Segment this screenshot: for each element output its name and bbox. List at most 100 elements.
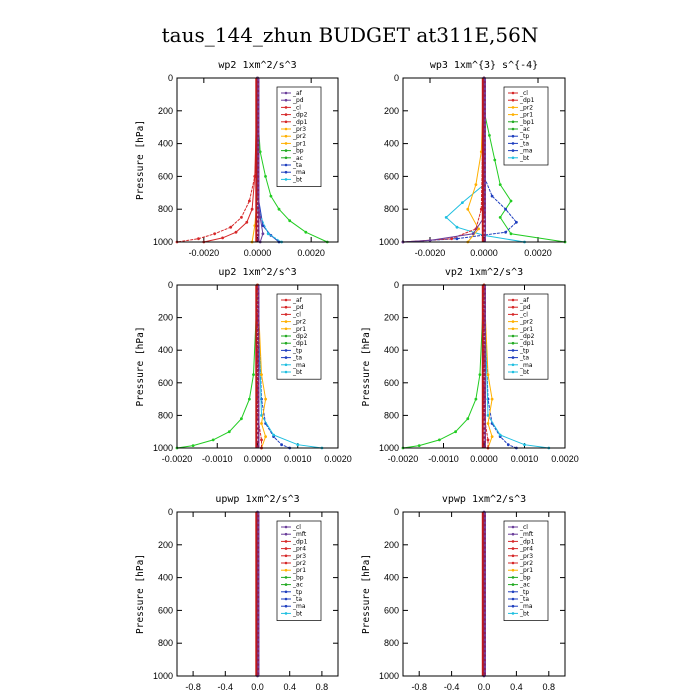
y-tick-label: 1000 (153, 237, 173, 247)
legend-marker (511, 532, 515, 536)
data-point (486, 422, 490, 425)
series-line-dp1 (203, 77, 258, 243)
zero-profile-marker (483, 148, 486, 151)
data-point (260, 438, 263, 442)
zero-profile-marker (256, 233, 260, 237)
data-point (455, 237, 459, 241)
zero-profile-marker (483, 314, 486, 318)
legend-entry: _bp (292, 574, 304, 581)
data-point (450, 237, 453, 241)
legend-marker (284, 356, 288, 359)
legend-marker (284, 113, 288, 116)
zero-profile-marker (483, 323, 486, 327)
y-axis-label: Pressure [hPa] (135, 326, 146, 406)
zero-profile-marker (483, 161, 486, 165)
legend-marker (511, 576, 515, 579)
data-point (417, 444, 421, 447)
y-tick-label: 600 (384, 378, 399, 388)
data-point (486, 373, 490, 376)
data-point (428, 239, 432, 242)
zero-profile-marker (483, 577, 486, 581)
data-point (438, 438, 441, 442)
legend-marker (511, 327, 515, 331)
legend-marker (284, 313, 288, 316)
zero-profile-marker (256, 519, 260, 522)
legend-entry: _ma (292, 603, 306, 610)
x-tick-label: -0.0020 (415, 248, 446, 258)
zero-profile-marker (483, 418, 486, 421)
legend-entry: _pr3 (519, 553, 533, 560)
data-point (191, 444, 195, 447)
zero-profile-marker (483, 645, 486, 648)
data-point (454, 430, 457, 434)
y-tick-label: 800 (158, 204, 173, 214)
zero-profile-marker (256, 582, 260, 585)
zero-profile-marker (256, 175, 260, 178)
legend-marker (284, 568, 288, 572)
zero-profile-marker (256, 645, 260, 648)
zero-profile-marker (483, 409, 486, 412)
legend-marker (284, 106, 288, 109)
legend-entry: _dp1 (519, 97, 535, 104)
legend-entry: _af (292, 297, 303, 304)
zero-profile-marker (483, 107, 486, 111)
y-tick-label: 400 (158, 345, 173, 355)
y-tick-label: 200 (384, 313, 399, 323)
y-axis-label: Pressure [hPa] (135, 554, 146, 634)
y-tick-label: 800 (158, 410, 173, 420)
x-tick-label: 0.0000 (244, 454, 272, 464)
legend-entry: _tp (519, 133, 529, 140)
data-point (466, 207, 470, 211)
legend-entry: _tp (292, 589, 302, 596)
legend-marker (284, 597, 288, 601)
legend-entry: _pd (292, 97, 304, 104)
legend-entry: _tp (519, 589, 529, 596)
legend-marker (511, 305, 515, 309)
zero-profile-marker (483, 197, 486, 201)
series-line-dp2 (402, 284, 485, 449)
legend-marker (511, 113, 515, 116)
legend-marker (284, 170, 288, 174)
legend-entry: _pd (519, 304, 531, 311)
zero-profile-marker (483, 550, 486, 554)
y-tick-label: 0 (168, 507, 173, 517)
legend-marker (511, 547, 515, 550)
legend-entry: _cl (292, 524, 301, 531)
zero-profile-marker (483, 400, 486, 403)
data-point (288, 219, 292, 223)
data-point (227, 430, 231, 434)
legend-entry: _pr1 (519, 112, 533, 119)
zero-profile-marker (256, 541, 260, 545)
zero-profile-marker (256, 188, 260, 192)
legend-marker (511, 106, 515, 109)
zero-profile-marker (483, 188, 486, 192)
legend-marker (511, 604, 515, 608)
zero-profile-marker (256, 193, 260, 196)
zero-profile-marker (256, 445, 260, 448)
data-point (490, 397, 494, 401)
panel-title: wp3 1xm^{3} s^{-4} (430, 60, 538, 71)
zero-profile-marker (256, 107, 260, 111)
series-line-pr1 (483, 284, 493, 449)
zero-profile-marker (483, 373, 486, 376)
data-point (304, 230, 308, 234)
legend-entry: _mft (292, 531, 307, 538)
legend-entry: _pr4 (519, 546, 533, 553)
zero-profile-marker (256, 85, 260, 88)
legend-marker (284, 134, 288, 138)
zero-profile-marker (256, 404, 260, 408)
legend-entry: _bt (519, 369, 530, 376)
zero-profile-marker (483, 359, 486, 363)
data-point (266, 232, 270, 236)
data-point (490, 435, 494, 438)
zero-profile-marker (483, 233, 486, 237)
x-tick-label: 0.0000 (470, 454, 498, 464)
legend-marker (284, 532, 288, 536)
data-point (261, 232, 265, 236)
zero-profile-marker (256, 573, 260, 576)
legend-entry: _bp (519, 574, 531, 581)
zero-profile-marker (256, 568, 260, 572)
x-tick-label: 0.4 (283, 682, 296, 692)
legend-marker (511, 597, 515, 601)
data-point (252, 373, 255, 376)
